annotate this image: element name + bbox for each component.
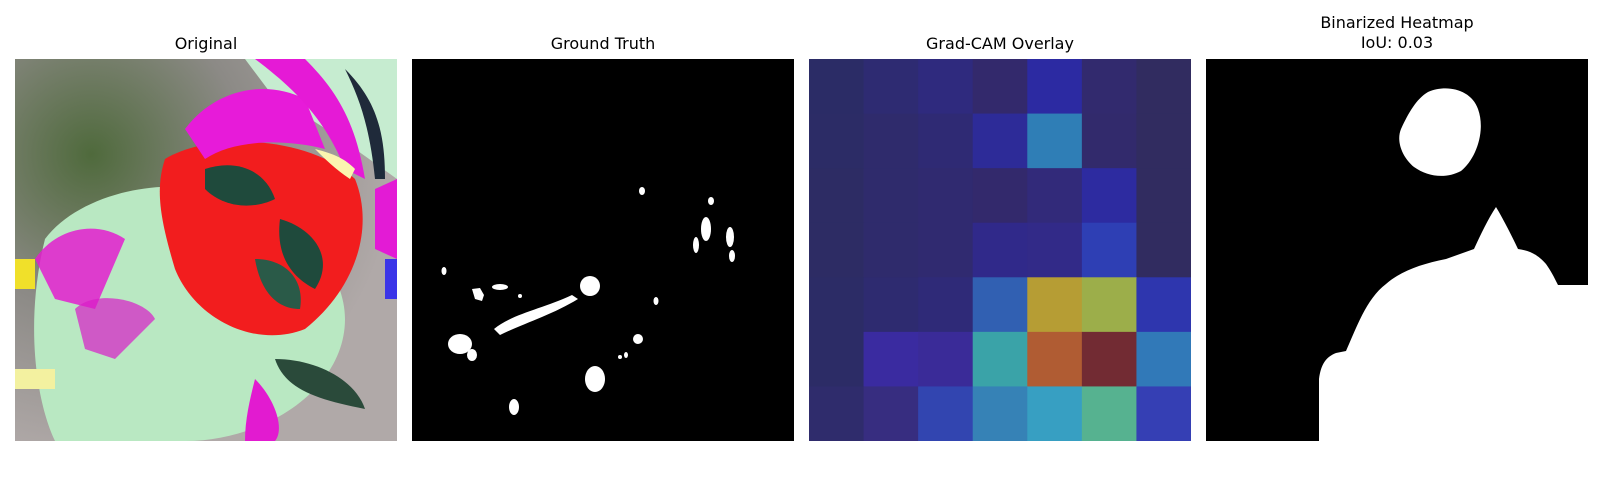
heatmap-cell	[972, 331, 1028, 388]
heatmap-cell	[809, 59, 865, 115]
heatmap-cell	[1027, 113, 1083, 169]
heatmap-cell	[863, 59, 919, 115]
panel-title: Grad-CAM Overlay	[926, 34, 1074, 53]
ground-truth-mask	[412, 59, 794, 441]
heatmap-cell	[863, 113, 919, 169]
gradcam-heatmap	[809, 59, 1191, 441]
heatmap-cell	[1136, 277, 1191, 333]
heatmap-cell	[1081, 59, 1138, 115]
heatmap-cell	[972, 277, 1028, 333]
heatmap-cell	[863, 386, 919, 441]
heatmap-cell	[1136, 386, 1191, 441]
heatmap-cell	[918, 386, 974, 441]
heatmap-cell	[809, 222, 865, 278]
heatmap-cell	[809, 331, 865, 388]
heatmap-cell	[1081, 331, 1138, 388]
panel-gradcam: Grad-CAM Overlay	[809, 0, 1191, 500]
heatmap-cell	[1027, 386, 1083, 441]
heatmap-cell	[863, 222, 919, 278]
heatmap-cell	[1027, 168, 1083, 224]
heatmap-cell	[809, 277, 865, 333]
heatmap-cell	[918, 222, 974, 278]
panel-binarized: Binarized Heatmap IoU: 0.03	[1206, 0, 1588, 500]
panel-original: Original	[15, 0, 397, 500]
panel-title: Ground Truth	[550, 34, 656, 53]
heatmap-cell	[1081, 277, 1138, 333]
heatmap-cell	[972, 386, 1028, 441]
heatmap-cell	[809, 386, 865, 441]
panel-title: Original	[174, 34, 238, 53]
heatmap-cell	[863, 331, 919, 388]
heatmap-cell	[1136, 331, 1191, 388]
heatmap-cell	[1136, 168, 1191, 224]
binarized-mask	[1206, 59, 1588, 441]
heatmap-cell	[918, 168, 974, 224]
heatmap-cell	[918, 331, 974, 388]
heatmap-cell	[863, 168, 919, 224]
panel-ground-truth: Ground Truth	[412, 0, 794, 500]
iou-score: IoU: 0.03	[1360, 33, 1434, 52]
heatmap-cell	[918, 113, 974, 169]
heatmap-cell	[1081, 113, 1138, 169]
panel-title-main: Binarized Heatmap	[1320, 13, 1474, 32]
heatmap-cell	[809, 113, 865, 169]
heatmap-cell	[1027, 222, 1083, 278]
heatmap-cell	[972, 113, 1028, 169]
heatmap-cell	[1136, 113, 1191, 169]
heatmap-cell	[972, 222, 1028, 278]
heatmap-cell	[972, 168, 1028, 224]
original-image	[15, 59, 397, 441]
heatmap-cell	[1136, 59, 1191, 115]
heatmap-cell	[972, 59, 1028, 115]
heatmap-cell	[1081, 222, 1138, 278]
panel-title: Binarized Heatmap IoU: 0.03	[1206, 13, 1588, 53]
heatmap-cell	[918, 277, 974, 333]
heatmap-cell	[863, 277, 919, 333]
heatmap-cell	[918, 59, 974, 115]
heatmap-cell	[1027, 59, 1083, 115]
heatmap-cell	[1027, 277, 1083, 333]
heatmap-cell	[1027, 331, 1083, 388]
heatmap-cell	[1081, 168, 1138, 224]
heatmap-cell	[1136, 222, 1191, 278]
heatmap-cell	[1081, 386, 1138, 441]
heatmap-cell	[809, 168, 865, 224]
